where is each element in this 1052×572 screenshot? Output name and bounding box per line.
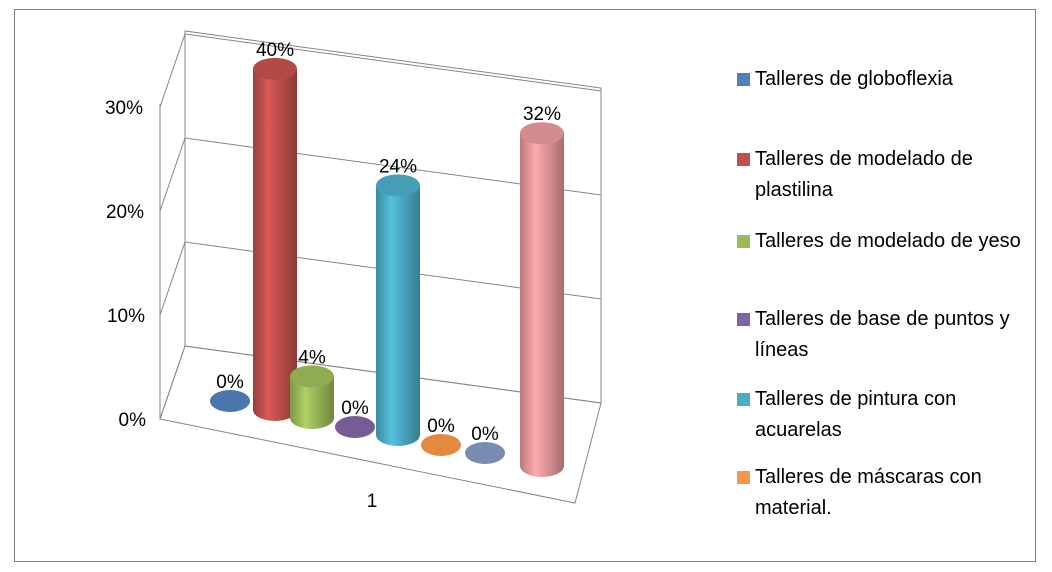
legend-label: Talleres de base de puntos y líneas	[755, 308, 1010, 361]
data-label: 4%	[298, 347, 326, 368]
y-tick-label: 0%	[119, 410, 147, 431]
y-tick-label: 10%	[107, 306, 145, 327]
data-label: 0%	[427, 416, 455, 437]
gridline-side	[159, 241, 186, 316]
legend-swatch	[737, 73, 750, 86]
bar	[376, 174, 420, 446]
data-label: 0%	[471, 424, 499, 445]
bar	[421, 434, 461, 456]
legend-item: Talleres de base de puntos y líneas	[737, 304, 1047, 366]
data-label: 40%	[256, 40, 294, 61]
legend-label: Talleres de máscaras con material.	[755, 466, 982, 519]
data-label: 0%	[216, 372, 244, 393]
data-label: 24%	[379, 156, 417, 177]
chart-plot: 0% 10% 20% 30% 0% 40% 4% 0% 24% 0% 0% 32% 1	[105, 30, 602, 512]
gridline-side	[159, 33, 186, 108]
legend-label: Talleres de pintura con acuarelas	[755, 388, 957, 441]
legend-item: Talleres de modelado de plastilina	[737, 144, 1047, 206]
gridline-side	[159, 345, 186, 420]
legend-item: Talleres de máscaras con material.	[737, 462, 1047, 524]
data-labels: 0% 40% 4% 0% 24% 0% 0% 32%	[216, 40, 561, 445]
legend-item: Talleres de globoflexia	[737, 64, 1047, 95]
legend-label: Talleres de globoflexia	[755, 68, 953, 90]
gridline	[184, 33, 602, 92]
y-tick-label: 30%	[105, 98, 143, 119]
chart-frame: 0% 10% 20% 30% 0% 40% 4% 0% 24% 0% 0% 32% 1 Taller…	[14, 9, 1036, 562]
legend-swatch	[737, 313, 750, 326]
legend-item: Talleres de pintura con acuarelas	[737, 384, 1047, 446]
legend-label: Talleres de modelado de plastilina	[755, 148, 973, 201]
y-tick-label: 20%	[106, 202, 144, 223]
gridline-side	[159, 137, 186, 212]
legend-item: Talleres de modelado de yeso	[737, 226, 1047, 257]
bar	[253, 57, 297, 421]
legend-swatch	[737, 471, 750, 484]
data-label: 0%	[341, 398, 369, 419]
x-tick-label: 1	[367, 491, 378, 512]
chart-bars	[210, 57, 564, 477]
legend-swatch	[737, 153, 750, 166]
bar	[290, 365, 334, 429]
bar	[520, 122, 564, 477]
bar	[210, 390, 250, 412]
bar	[335, 416, 375, 438]
legend-swatch	[737, 393, 750, 406]
legend-swatch	[737, 235, 750, 248]
data-label: 32%	[523, 104, 561, 125]
legend-label: Talleres de modelado de yeso	[755, 230, 1021, 252]
bar	[465, 442, 505, 464]
